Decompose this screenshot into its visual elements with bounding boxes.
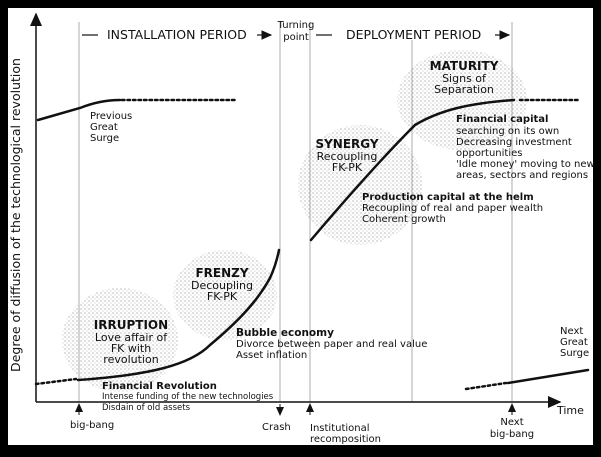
- installation-period-label: INSTALLATION PERIOD: [107, 27, 247, 42]
- financial-revolution-line-1: Intense funding of the new technologies: [102, 392, 274, 402]
- frenzy-cloud: [173, 250, 277, 340]
- irruption-cloud: [62, 288, 178, 392]
- production-capital-line-2: Coherent growth: [362, 214, 446, 225]
- next-big-bang-label-1: Next: [500, 417, 523, 428]
- bubble-economy-title: Bubble economy: [236, 327, 334, 339]
- crash-label: Crash: [262, 422, 291, 433]
- irruption-title: IRRUPTION: [94, 318, 168, 332]
- deployment-period-label: DEPLOYMENT PERIOD: [346, 27, 481, 42]
- financial-capital-title: Financial capital: [456, 114, 548, 125]
- maturity-line-1: Signs of: [442, 72, 487, 85]
- bubble-economy-line-2: Asset inflation: [236, 350, 307, 361]
- next-surge-line-2: Great: [560, 337, 588, 348]
- event-markers: [75, 403, 516, 416]
- previous-surge-curve: [36, 98, 122, 122]
- previous-surge-line-2: Great: [90, 122, 118, 133]
- big-bang-label: big-bang: [70, 420, 114, 431]
- turning-point-line-1: Turning: [277, 20, 315, 31]
- frenzy-title: FRENZY: [195, 266, 248, 280]
- next-surge-line-3: Surge: [560, 348, 589, 359]
- financial-capital-line-5: areas, sectors and regions: [456, 170, 588, 181]
- previous-surge-line-1: Previous: [90, 111, 132, 122]
- maturity-line-2: Separation: [434, 83, 494, 96]
- financial-revolution-title: Financial Revolution: [102, 381, 217, 392]
- phase-dividers: [78, 22, 513, 402]
- institutional-label-1: Institutional: [310, 423, 370, 434]
- axes: [30, 12, 562, 408]
- synergy-line-2: FK-PK: [332, 161, 363, 174]
- next-surge-tail: [464, 381, 508, 391]
- financial-capital-line-3: opportunities: [456, 148, 522, 159]
- financial-revolution-line-2: Disdain of old assets: [102, 403, 191, 413]
- frenzy-line-2: FK-PK: [207, 290, 238, 303]
- irruption-line-2: FK with: [111, 342, 151, 355]
- deployment-curve: [309, 98, 516, 242]
- maturity-title: MATURITY: [430, 59, 499, 73]
- turning-point-line-2: point: [283, 32, 309, 43]
- surge-curves: [34, 98, 590, 391]
- production-capital-title: Production capital at the helm: [362, 192, 534, 203]
- frenzy-line-1: Decoupling: [191, 279, 253, 292]
- installation-start-tail: [34, 377, 78, 386]
- financial-capital-line-4: 'Idle money' moving to new: [456, 159, 595, 170]
- irruption-line-1: Love affair of: [95, 331, 168, 344]
- next-surge-curve: [506, 368, 590, 385]
- next-big-bang-label-2: big-bang: [490, 429, 534, 440]
- financial-capital-line-1: searching on its own: [456, 126, 559, 137]
- maturity-cloud: [397, 50, 527, 150]
- synergy-line-1: Recoupling: [317, 150, 378, 163]
- previous-surge-line-3: Surge: [90, 133, 119, 144]
- synergy-title: SYNERGY: [315, 137, 378, 151]
- bubble-economy-line-1: Divorce between paper and real value: [236, 339, 427, 350]
- x-axis-label: Time: [556, 404, 584, 417]
- irruption-line-3: revolution: [103, 353, 158, 366]
- institutional-label-2: recomposition: [310, 434, 381, 445]
- financial-capital-line-2: Decreasing investment: [456, 137, 572, 148]
- production-capital-line-1: Recoupling of real and paper wealth: [362, 203, 543, 214]
- y-axis-label: Degree of diffusion of the technological…: [8, 58, 23, 372]
- installation-curve: [76, 248, 281, 382]
- next-surge-line-1: Next: [560, 326, 583, 337]
